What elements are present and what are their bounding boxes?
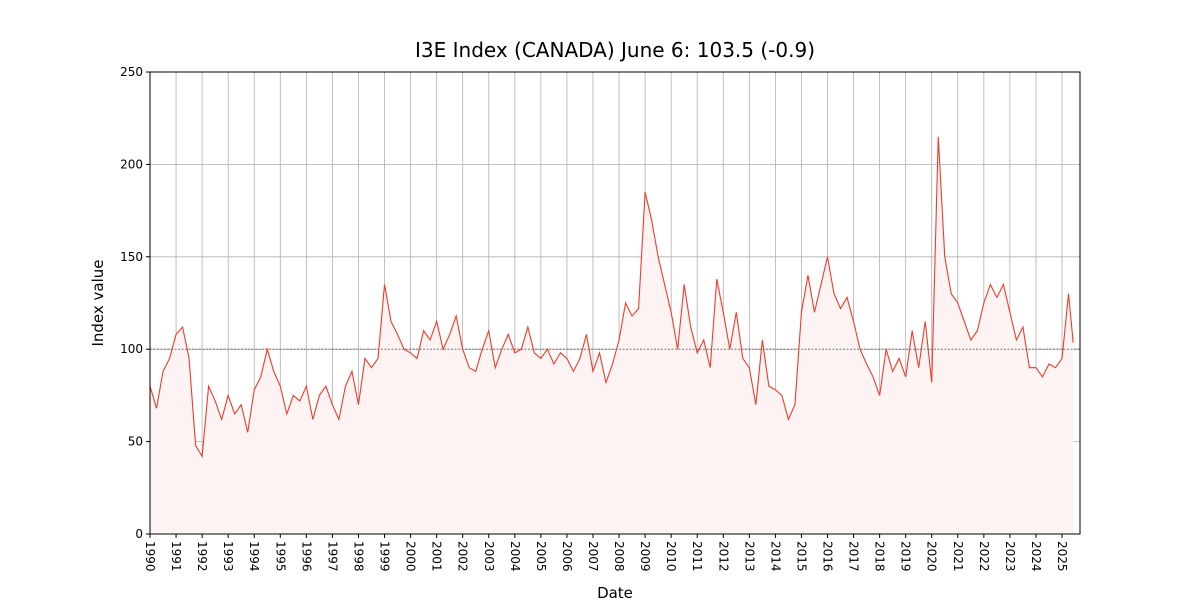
y-tick-label: 250 xyxy=(120,65,143,79)
x-tick-label: 1995 xyxy=(273,541,287,572)
x-tick-label: 2001 xyxy=(430,541,444,572)
x-tick-label: 2022 xyxy=(977,541,991,572)
x-tick-label: 2020 xyxy=(925,541,939,572)
y-tick-label: 150 xyxy=(120,250,143,264)
x-tick-label: 2002 xyxy=(456,541,470,572)
y-tick-label: 50 xyxy=(128,435,143,449)
x-tick-label: 1997 xyxy=(325,541,339,572)
x-tick-label: 2024 xyxy=(1029,541,1043,572)
x-tick-label: 1998 xyxy=(351,541,365,572)
x-tick-label: 1996 xyxy=(299,541,313,572)
x-tick-label: 1994 xyxy=(247,541,261,572)
x-axis-label: Date xyxy=(597,584,633,600)
x-tick-label: 2004 xyxy=(508,541,522,572)
x-tick-label: 2021 xyxy=(951,541,965,572)
data-line xyxy=(149,136,1074,459)
x-tick-label: 2016 xyxy=(821,541,835,572)
x-tick-label: 2025 xyxy=(1055,541,1069,572)
x-tick-label: 2018 xyxy=(873,541,887,572)
x-tick-label: 2023 xyxy=(1003,541,1017,572)
x-tick-label: 2015 xyxy=(794,541,808,572)
plot-frame xyxy=(149,71,1081,535)
area-fill xyxy=(150,136,1074,534)
x-tick-label: 2005 xyxy=(534,541,548,572)
x-tick-label: 2003 xyxy=(482,541,496,572)
x-tick-label: 2013 xyxy=(742,541,756,572)
x-tick-label: 2006 xyxy=(560,541,574,572)
x-tick-label: 1993 xyxy=(221,541,235,572)
x-tick-label: 2011 xyxy=(690,541,704,572)
y-tick-label: 100 xyxy=(120,342,143,356)
x-tick-label: 2017 xyxy=(847,541,861,572)
x-tick-label: 2012 xyxy=(716,541,730,572)
x-tick-label: 2019 xyxy=(899,541,913,572)
x-tick-label: 2014 xyxy=(768,541,782,572)
chart-title: I3E Index (CANADA) June 6: 103.5 (-0.9) xyxy=(415,38,815,62)
x-tick-label: 1990 xyxy=(143,541,157,572)
x-tick-label: 2009 xyxy=(638,541,652,572)
x-tick-label: 1991 xyxy=(169,541,183,572)
x-tick-label: 1992 xyxy=(195,541,209,572)
x-tick-label: 2007 xyxy=(586,541,600,572)
y-axis-label: Index value xyxy=(89,259,107,346)
y-tick-label: 200 xyxy=(120,157,143,171)
x-tick-label: 2000 xyxy=(404,541,418,572)
x-tick-label: 1999 xyxy=(378,541,392,572)
x-tick-label: 2008 xyxy=(612,541,626,572)
x-tick-label: 2010 xyxy=(664,541,678,572)
y-tick-label: 0 xyxy=(135,527,143,541)
